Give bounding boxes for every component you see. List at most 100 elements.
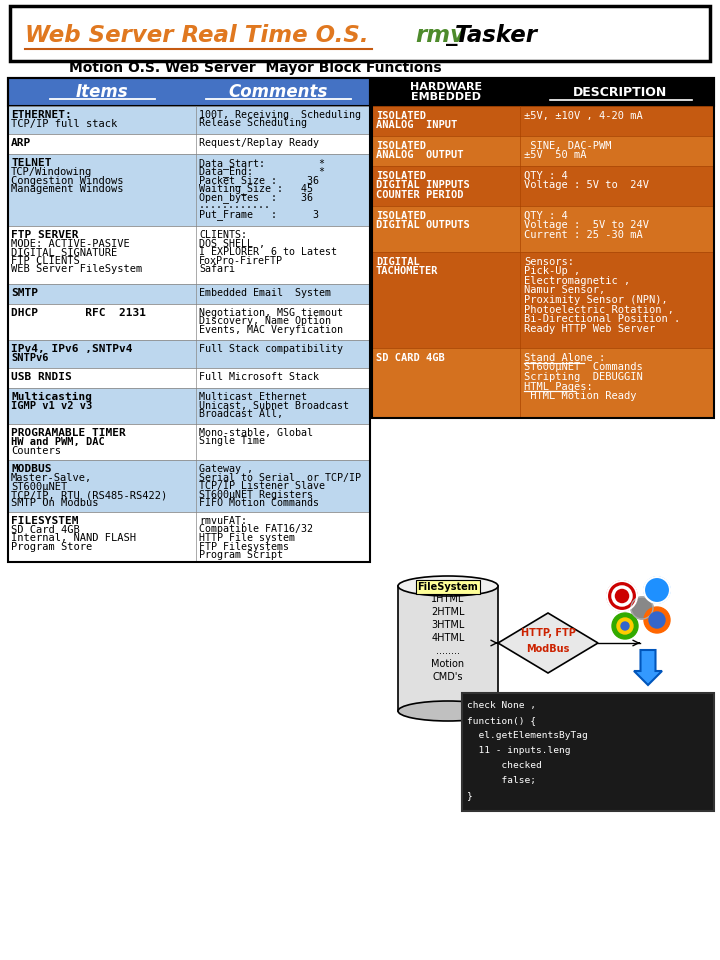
Text: _: _ [446,23,457,46]
Text: function() {: function() { [467,716,536,725]
Text: Stand Alone :: Stand Alone : [524,353,606,363]
Circle shape [621,622,629,630]
Text: Unicast, Subnet Broadcast: Unicast, Subnet Broadcast [199,400,349,411]
Bar [8,388,370,424]
Text: FTP CLIENTS: FTP CLIENTS [11,256,80,266]
Bar [8,424,370,460]
Text: Management Windows: Management Windows [11,184,124,194]
Text: Multicasting: Multicasting [11,392,92,402]
FancyArrow shape [634,650,662,685]
Text: 11 - inputs.leng: 11 - inputs.leng [467,746,570,755]
Text: Full Stack compatibility: Full Stack compatibility [199,344,343,354]
Bar [462,693,714,811]
Text: Counters: Counters [11,445,61,455]
Bar [8,284,370,304]
Text: SINE, DAC-PWM: SINE, DAC-PWM [524,141,611,151]
Text: COUNTER PERIOD: COUNTER PERIOD [376,190,464,200]
Text: Events, MAC Veryfication: Events, MAC Veryfication [199,325,343,335]
Bar [416,580,480,594]
Text: Mono-stable, Global: Mono-stable, Global [199,428,313,438]
Text: 3HTML: 3HTML [431,620,464,630]
Text: ISOLATED: ISOLATED [376,171,426,181]
Text: Release Scheduling: Release Scheduling [199,118,307,129]
Text: Comments: Comments [228,83,328,101]
Text: Ready HTTP Web Server: Ready HTTP Web Server [524,324,655,333]
Text: Safari: Safari [199,264,235,274]
Text: Current : 25 -30 mA: Current : 25 -30 mA [524,230,643,240]
Text: ............: ............ [199,201,271,210]
Bar [8,340,370,368]
Text: Single Time: Single Time [199,437,265,446]
Text: ModBus: ModBus [526,644,570,654]
Text: Sensors:: Sensors: [524,257,574,267]
Bar [8,78,370,106]
Text: SMTP: SMTP [11,288,38,298]
Text: QTY : 4: QTY : 4 [524,171,568,181]
Text: ST600μNET: ST600μNET [11,482,67,492]
Bar [8,134,370,154]
Text: Gateway ,: Gateway , [199,464,253,474]
Bar [372,166,714,206]
Text: SMTP On Modbus: SMTP On Modbus [11,498,99,509]
Circle shape [644,577,670,603]
Text: rmvuFAT:: rmvuFAT: [199,516,247,526]
Text: ........: ........ [436,646,460,656]
Bar [8,512,370,562]
Text: ETHERNET:: ETHERNET: [11,110,72,120]
Text: }: } [467,791,473,800]
Text: check None ,: check None , [467,701,536,710]
Text: FIFO Motion Commands: FIFO Motion Commands [199,498,319,508]
Text: ANALOG  INPUT: ANALOG INPUT [376,121,457,131]
Text: FTP SERVER: FTP SERVER [11,230,78,240]
Text: Pick-Up ,: Pick-Up , [524,267,580,276]
Circle shape [644,607,670,633]
Text: SNTPv6: SNTPv6 [11,353,48,363]
Text: Namur Sensor,: Namur Sensor, [524,285,606,296]
Text: Put_Frame   :      3: Put_Frame : 3 [199,209,319,220]
Text: DIGITAL SIGNATURE: DIGITAL SIGNATURE [11,248,117,257]
Text: Program Script: Program Script [199,550,283,560]
Text: Multicast Ethernet: Multicast Ethernet [199,392,307,402]
Text: Open_bytes  :    36: Open_bytes : 36 [199,192,313,203]
Text: USB RNDIS: USB RNDIS [11,372,72,382]
Text: DESCRIPTION: DESCRIPTION [573,85,667,99]
Text: HTML Motion Ready: HTML Motion Ready [524,391,636,401]
Text: DIGITAL INPPUTS: DIGITAL INPPUTS [376,180,469,190]
Text: Congestion Windows: Congestion Windows [11,176,124,185]
Text: Tasker: Tasker [455,23,538,46]
Text: 2HTML: 2HTML [431,607,464,617]
Text: ISOLATED: ISOLATED [376,141,426,151]
Text: DHCP       RFC  2131: DHCP RFC 2131 [11,308,146,318]
Text: SD Card 4GB: SD Card 4GB [11,525,80,535]
Text: TCP/IP, RTU (RS485-RS422): TCP/IP, RTU (RS485-RS422) [11,490,167,500]
Text: Electromagnetic ,: Electromagnetic , [524,276,630,286]
Text: FoxPro-FireFTP: FoxPro-FireFTP [199,255,283,266]
Bar [8,226,370,284]
Text: HTTP, FTP: HTTP, FTP [521,628,575,638]
Text: Bi-Directional Position .: Bi-Directional Position . [524,314,680,324]
Text: Scripting  DEBUGGIN: Scripting DEBUGGIN [524,372,643,382]
Text: Data_End:           *: Data_End: * [199,166,325,178]
Text: ISOLATED: ISOLATED [376,111,426,121]
Text: Program Store: Program Store [11,542,92,552]
Text: Voltage :  5V to 24V: Voltage : 5V to 24V [524,221,649,230]
Text: Broadcast All,: Broadcast All, [199,409,283,419]
Text: ST600μNET Registers: ST600μNET Registers [199,490,313,499]
Text: TCP/IP Listener Slave: TCP/IP Listener Slave [199,481,325,491]
Text: TELNET: TELNET [11,158,52,168]
Text: FileSystem: FileSystem [418,582,478,592]
Text: ST600μNET  Commands: ST600μNET Commands [524,363,643,372]
Text: Motion O.S. Web Server  Mayor Block Functions: Motion O.S. Web Server Mayor Block Funct… [68,61,441,75]
Text: CLIENTS:: CLIENTS: [199,230,247,240]
Text: Negotiation, MSG tiemout: Negotiation, MSG tiemout [199,308,343,318]
Text: TCP/IP full stack: TCP/IP full stack [11,119,117,129]
Text: Internal, NAND FLASH: Internal, NAND FLASH [11,534,136,543]
Text: HARDWARE
EMBEDDED: HARDWARE EMBEDDED [410,82,482,103]
Text: ±5V  50 mA: ±5V 50 mA [524,151,587,160]
Text: HTTP File system: HTTP File system [199,533,295,543]
Text: Packet_Size :     36: Packet_Size : 36 [199,175,319,186]
Ellipse shape [398,701,498,721]
Text: WEB Server FileSystem: WEB Server FileSystem [11,265,143,275]
Text: Proximity Sensor (NPN),: Proximity Sensor (NPN), [524,295,667,305]
Text: PROGRAMABLE TIMER: PROGRAMABLE TIMER [11,428,126,438]
